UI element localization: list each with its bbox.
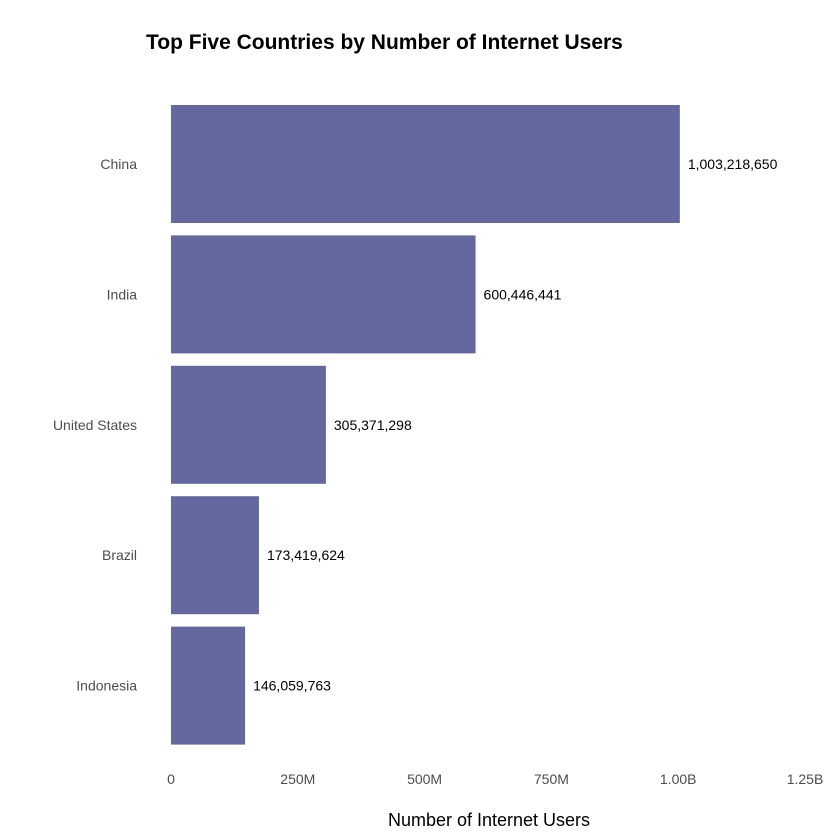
- x-tick-label: 1.00B: [660, 771, 697, 787]
- value-label-indonesia: 146,059,763: [253, 678, 331, 694]
- category-label-brazil: Brazil: [102, 547, 137, 563]
- value-label-china: 1,003,218,650: [688, 156, 778, 172]
- bar-indonesia: [171, 626, 246, 745]
- x-axis-ticks: 0 250M 500M 750M 1.00B 1.25B: [167, 771, 823, 787]
- bars-group: [171, 105, 680, 745]
- bar-china: [171, 105, 680, 223]
- x-tick-label: 0: [167, 771, 175, 787]
- bar-brazil: [171, 496, 259, 615]
- category-label-indonesia: Indonesia: [76, 678, 137, 694]
- x-axis-title: Number of Internet Users: [388, 810, 590, 830]
- x-tick-label: 750M: [534, 771, 569, 787]
- value-labels-group: 1,003,218,650 600,446,441 305,371,298 173,4…: [253, 156, 777, 694]
- value-label-brazil: 173,419,624: [267, 547, 345, 563]
- category-label-china: China: [100, 156, 137, 172]
- value-label-united-states: 305,371,298: [334, 417, 412, 433]
- bar-united-states: [171, 365, 326, 484]
- value-label-india: 600,446,441: [484, 286, 562, 302]
- chart-title: Top Five Countries by Number of Internet…: [146, 31, 623, 54]
- x-tick-label: 500M: [407, 771, 442, 787]
- category-labels-group: China India United States Brazil Indonesia: [53, 156, 137, 694]
- category-label-india: India: [107, 286, 138, 302]
- bar-india: [171, 235, 476, 354]
- x-tick-label: 250M: [280, 771, 315, 787]
- x-tick-label: 1.25B: [787, 771, 824, 787]
- category-label-united-states: United States: [53, 417, 137, 433]
